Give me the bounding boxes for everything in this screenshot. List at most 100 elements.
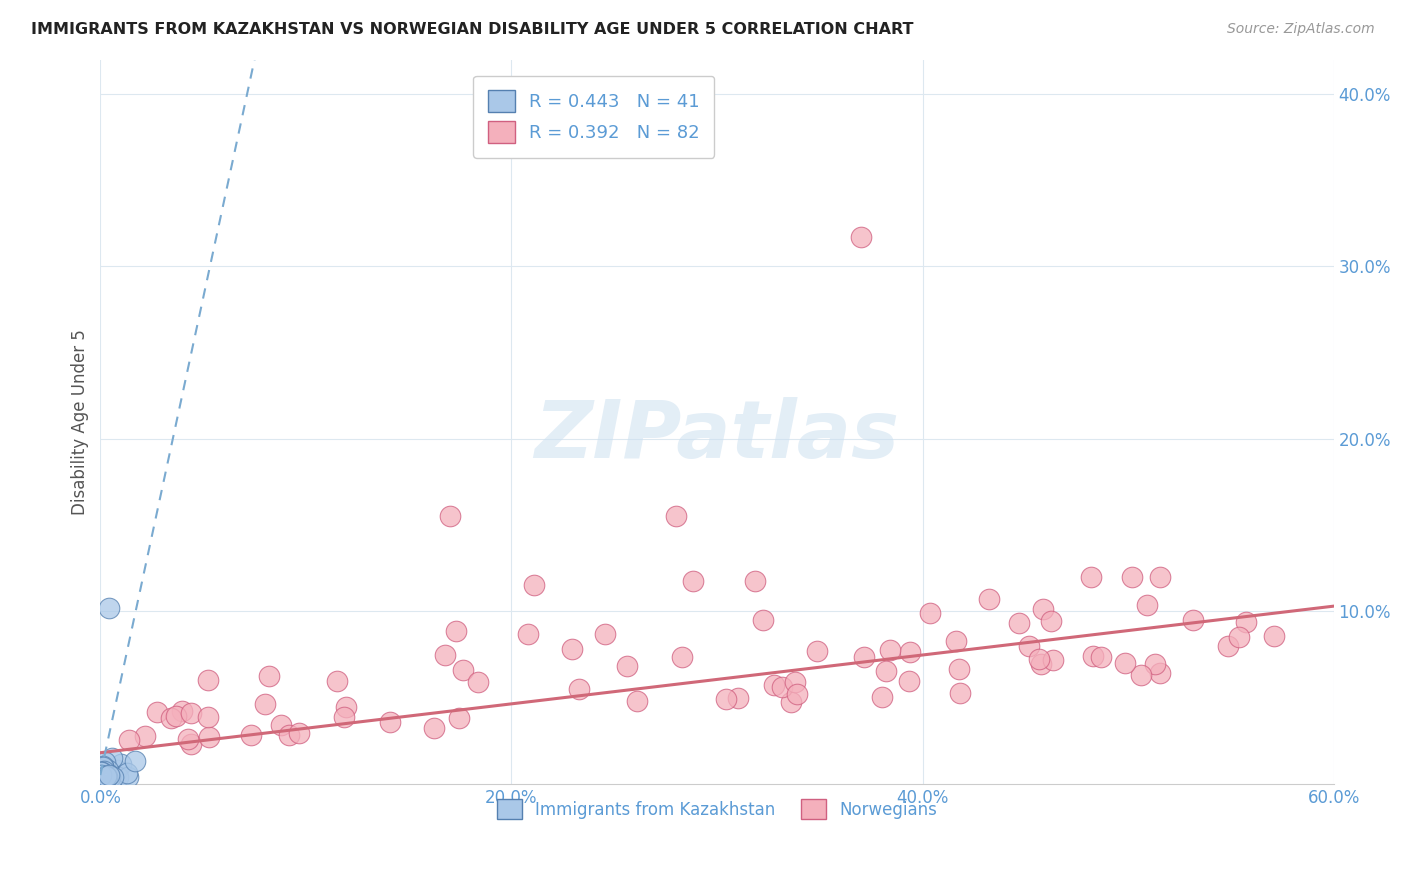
Point [1032, 601, 1054, 615]
Point [90, 765, 112, 780]
Point [90, 768, 112, 782]
Point [97, 767, 120, 781]
Point [671, 649, 693, 664]
Point [91, 764, 114, 779]
Point [898, 673, 921, 688]
Point [91, 772, 114, 786]
Point [1121, 570, 1143, 584]
Point [1218, 639, 1240, 653]
Y-axis label: Disability Age Under 5: Disability Age Under 5 [72, 329, 89, 515]
Point [770, 681, 793, 695]
Point [257, 669, 280, 683]
Point [439, 509, 461, 524]
Point [1182, 613, 1205, 627]
Point [875, 664, 897, 678]
Point [1029, 657, 1052, 671]
Point [945, 633, 967, 648]
Point [744, 574, 766, 589]
Point [180, 737, 202, 751]
Point [146, 705, 169, 719]
Point [90, 772, 112, 787]
Point [714, 692, 737, 706]
Point [105, 763, 128, 777]
Point [517, 627, 540, 641]
Point [1083, 648, 1105, 663]
Point [853, 650, 876, 665]
Point [107, 771, 129, 785]
Point [1042, 653, 1064, 667]
Point [100, 768, 122, 782]
Point [96, 768, 118, 782]
Point [94, 772, 117, 787]
Point [96, 769, 118, 783]
Point [451, 663, 474, 677]
Point [751, 613, 773, 627]
Point [1130, 668, 1153, 682]
Point [94, 756, 117, 770]
Point [97, 600, 120, 615]
Point [849, 230, 872, 244]
Point [561, 641, 583, 656]
Point [665, 509, 688, 524]
Point [467, 675, 489, 690]
Point [1028, 652, 1050, 666]
Point [616, 659, 638, 673]
Point [91, 759, 114, 773]
Legend: Immigrants from Kazakhstan, Norwegians: Immigrants from Kazakhstan, Norwegians [491, 792, 943, 826]
Point [447, 711, 470, 725]
Point [180, 706, 202, 720]
Point [110, 757, 132, 772]
Point [91, 772, 114, 786]
Point [101, 770, 124, 784]
Point [335, 700, 357, 714]
Text: IMMIGRANTS FROM KAZAKHSTAN VS NORWEGIAN DISABILITY AGE UNDER 5 CORRELATION CHART: IMMIGRANTS FROM KAZAKHSTAN VS NORWEGIAN … [31, 22, 914, 37]
Point [253, 697, 276, 711]
Point [91, 772, 114, 786]
Point [278, 728, 301, 742]
Point [333, 710, 356, 724]
Point [91, 764, 114, 779]
Point [806, 644, 828, 658]
Point [94, 772, 117, 787]
Text: Source: ZipAtlas.com: Source: ZipAtlas.com [1227, 22, 1375, 37]
Point [270, 717, 292, 731]
Point [160, 711, 183, 725]
Point [900, 645, 922, 659]
Point [177, 732, 200, 747]
Point [1234, 615, 1257, 630]
Point [115, 765, 138, 780]
Point [198, 731, 221, 745]
Point [1136, 599, 1159, 613]
Point [1039, 614, 1062, 628]
Point [98, 770, 121, 784]
Point [727, 690, 749, 705]
Point [948, 662, 970, 676]
Point [117, 770, 139, 784]
Point [682, 574, 704, 588]
Point [1149, 570, 1171, 584]
Point [90, 772, 112, 787]
Point [197, 673, 219, 687]
Point [434, 648, 457, 662]
Point [879, 642, 901, 657]
Point [134, 729, 156, 743]
Point [96, 770, 118, 784]
Point [918, 606, 941, 620]
Point [124, 755, 146, 769]
Point [423, 721, 446, 735]
Point [97, 769, 120, 783]
Point [522, 577, 544, 591]
Point [444, 624, 467, 638]
Point [1114, 656, 1136, 670]
Point [1263, 629, 1285, 643]
Point [93, 764, 115, 778]
Point [287, 726, 309, 740]
Text: ZIPatlas: ZIPatlas [534, 397, 900, 475]
Point [91, 768, 114, 782]
Point [91, 764, 114, 779]
Point [91, 763, 114, 777]
Point [786, 687, 808, 701]
Point [197, 710, 219, 724]
Point [239, 728, 262, 742]
Point [101, 751, 124, 765]
